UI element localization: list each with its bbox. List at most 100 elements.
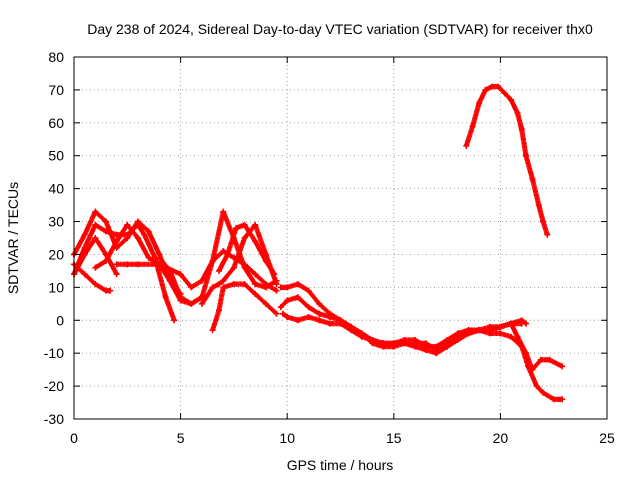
data-point <box>141 231 148 238</box>
data-point <box>92 264 99 271</box>
data-point <box>482 86 489 93</box>
y-axis-label: SDTVAR / TECUs <box>5 182 21 294</box>
data-point <box>508 333 515 340</box>
data-point <box>559 363 566 370</box>
data-point <box>305 304 312 311</box>
data-point <box>124 221 131 228</box>
data-point <box>198 277 205 284</box>
data-point <box>230 281 237 288</box>
data-point <box>220 284 227 291</box>
data-point <box>316 310 323 317</box>
data-point <box>220 208 227 215</box>
series-arc-9 <box>209 281 280 334</box>
data-point <box>358 333 365 340</box>
data-point <box>215 307 222 314</box>
data-point <box>444 340 451 347</box>
data-point <box>518 126 525 133</box>
data-point <box>273 287 280 294</box>
axis-ticks <box>73 56 608 420</box>
data-point <box>522 152 529 159</box>
data-point <box>279 310 286 317</box>
x-axis-label: GPS time / hours <box>287 457 394 473</box>
data-point <box>252 221 259 228</box>
y-tick-label: -10 <box>44 345 64 361</box>
data-point <box>518 317 525 324</box>
x-tick-label: 0 <box>70 430 78 446</box>
x-tick-label: 20 <box>493 430 509 446</box>
data-point <box>209 284 216 291</box>
data-point <box>401 340 408 347</box>
data-point <box>514 333 521 340</box>
data-point <box>277 304 284 311</box>
series-arc-15 <box>463 83 551 238</box>
data-point <box>284 313 291 320</box>
y-tick-label: 20 <box>48 246 64 262</box>
data-point <box>508 320 515 327</box>
x-tick-label: 5 <box>177 430 185 446</box>
data-point <box>162 294 169 301</box>
chart-title: Day 238 of 2024, Sidereal Day-to-day VTE… <box>87 21 593 37</box>
x-tick-label: 10 <box>279 430 295 446</box>
data-point <box>92 208 99 215</box>
data-point <box>535 202 542 209</box>
data-point <box>559 396 566 403</box>
data-point <box>171 317 178 324</box>
data-point <box>522 350 529 357</box>
data-point <box>486 323 493 330</box>
data-point <box>81 231 88 238</box>
data-point <box>497 330 504 337</box>
y-tick-label: -30 <box>44 411 64 427</box>
data-point <box>92 235 99 241</box>
data-point <box>422 340 429 347</box>
data-point <box>262 300 269 307</box>
data-point <box>488 83 495 90</box>
data-point <box>476 327 483 334</box>
series-arc-4 <box>71 261 114 294</box>
y-tick-label: 70 <box>48 82 64 98</box>
data-point <box>522 320 529 327</box>
data-point <box>277 284 284 291</box>
data-point <box>156 254 163 261</box>
y-tick-label: 50 <box>48 148 64 164</box>
data-point <box>326 313 333 320</box>
data-point <box>215 281 222 288</box>
data-point <box>514 109 521 116</box>
data-point <box>188 284 195 291</box>
data-point <box>305 287 312 294</box>
data-point <box>166 267 173 274</box>
data-point <box>209 258 216 265</box>
data-point <box>92 221 99 228</box>
y-tick-label: -20 <box>44 378 64 394</box>
data-point <box>177 294 184 301</box>
data-point <box>113 238 120 245</box>
tick-labels: 0 5 10 15 20 25 -30 -20 -10 0 10 20 30 40 50 60 70 80 <box>44 49 615 446</box>
data-point <box>546 356 553 363</box>
data-point <box>390 340 397 347</box>
x-tick-label: 15 <box>386 430 402 446</box>
data-point <box>316 317 323 324</box>
data-point <box>337 320 344 327</box>
data-point <box>252 238 259 245</box>
data-point <box>241 281 248 288</box>
data-point <box>284 284 291 291</box>
data-point <box>224 251 231 258</box>
data-point <box>230 264 237 271</box>
data-point <box>252 271 259 278</box>
data-point <box>540 218 547 225</box>
data-point <box>294 281 301 288</box>
data-point <box>134 218 141 225</box>
data-point <box>294 317 301 324</box>
y-tick-label: 30 <box>48 214 64 230</box>
data-point <box>454 333 461 340</box>
y-tick-label: 40 <box>48 181 64 197</box>
data-point <box>241 235 248 241</box>
data-point <box>156 261 163 268</box>
data-point <box>550 396 557 403</box>
data-point <box>495 83 502 90</box>
data-point <box>537 356 544 363</box>
data-point <box>316 300 323 307</box>
data-point <box>241 264 248 271</box>
data-point <box>533 383 540 390</box>
